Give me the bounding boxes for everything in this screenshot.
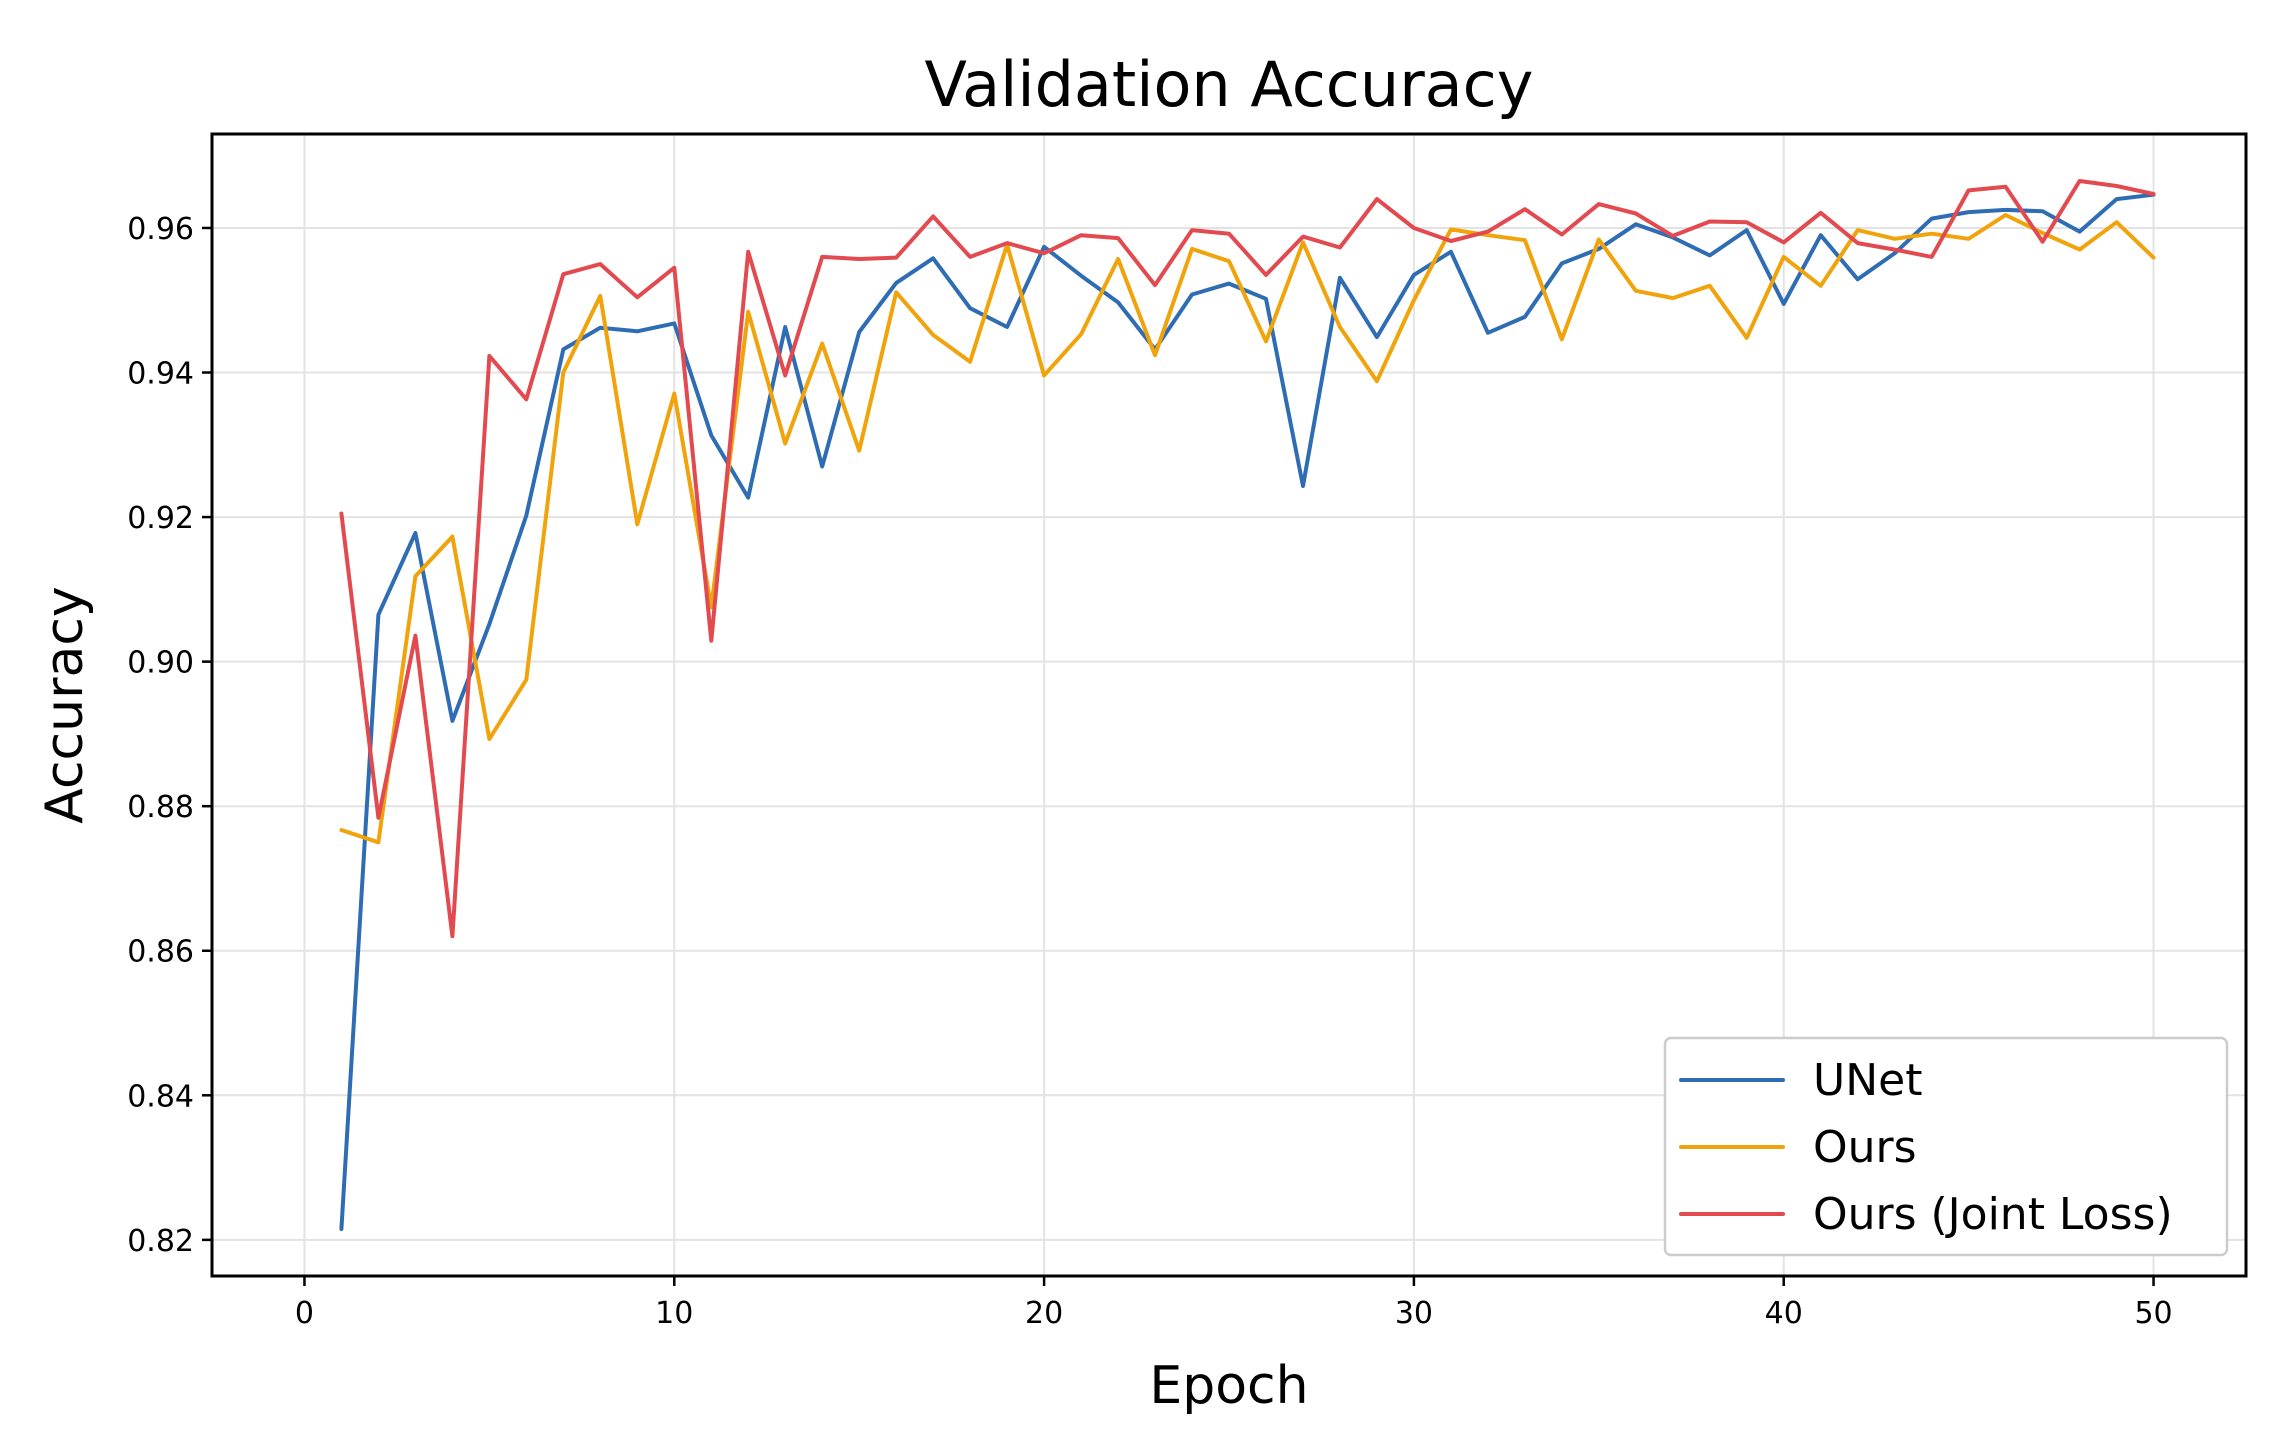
legend-label-1: Ours	[1813, 1122, 1917, 1173]
series-line-0	[339, 192, 2156, 1231]
x-tick-label: 0	[295, 1296, 314, 1331]
y-tick-label: 0.92	[127, 501, 194, 536]
x-tick-label: 30	[1395, 1296, 1433, 1331]
plot-frame	[210, 132, 2248, 1278]
x-axis-ticks: 0 10 20 30 40 50	[295, 1276, 2173, 1331]
y-axis-title: Accuracy	[35, 586, 95, 823]
y-tick-label: 0.90	[127, 646, 194, 681]
legend-entries: UNet Ours Ours (Joint Loss)	[1679, 1055, 2173, 1240]
legend-label-2: Ours (Joint Loss)	[1813, 1189, 2173, 1240]
legend-box	[1663, 1036, 2229, 1257]
series-line-2	[339, 179, 2156, 939]
y-tick-label: 0.84	[127, 1079, 194, 1114]
y-tick-label: 0.88	[127, 790, 194, 825]
legend: UNet Ours Ours (Joint Loss)	[1663, 1036, 2229, 1257]
y-axis-ticks: 0.82 0.84 0.86 0.88 0.90 0.92 0.94 0.96	[127, 212, 212, 1259]
grid	[212, 134, 2246, 1276]
y-tick-label: 0.94	[127, 357, 194, 392]
y-tick-label: 0.86	[127, 935, 194, 970]
legend-label-0: UNet	[1813, 1055, 1922, 1106]
chart-title: Validation Accuracy	[925, 48, 1534, 121]
x-tick-label: 20	[1025, 1296, 1063, 1331]
x-tick-label: 50	[2134, 1296, 2172, 1331]
series-lines	[339, 179, 2156, 1231]
y-tick-label: 0.82	[127, 1224, 194, 1259]
x-tick-label: 40	[1765, 1296, 1803, 1331]
x-tick-label: 10	[655, 1296, 693, 1331]
y-tick-label: 0.96	[127, 212, 194, 247]
x-axis-title: Epoch	[1149, 1356, 1308, 1416]
